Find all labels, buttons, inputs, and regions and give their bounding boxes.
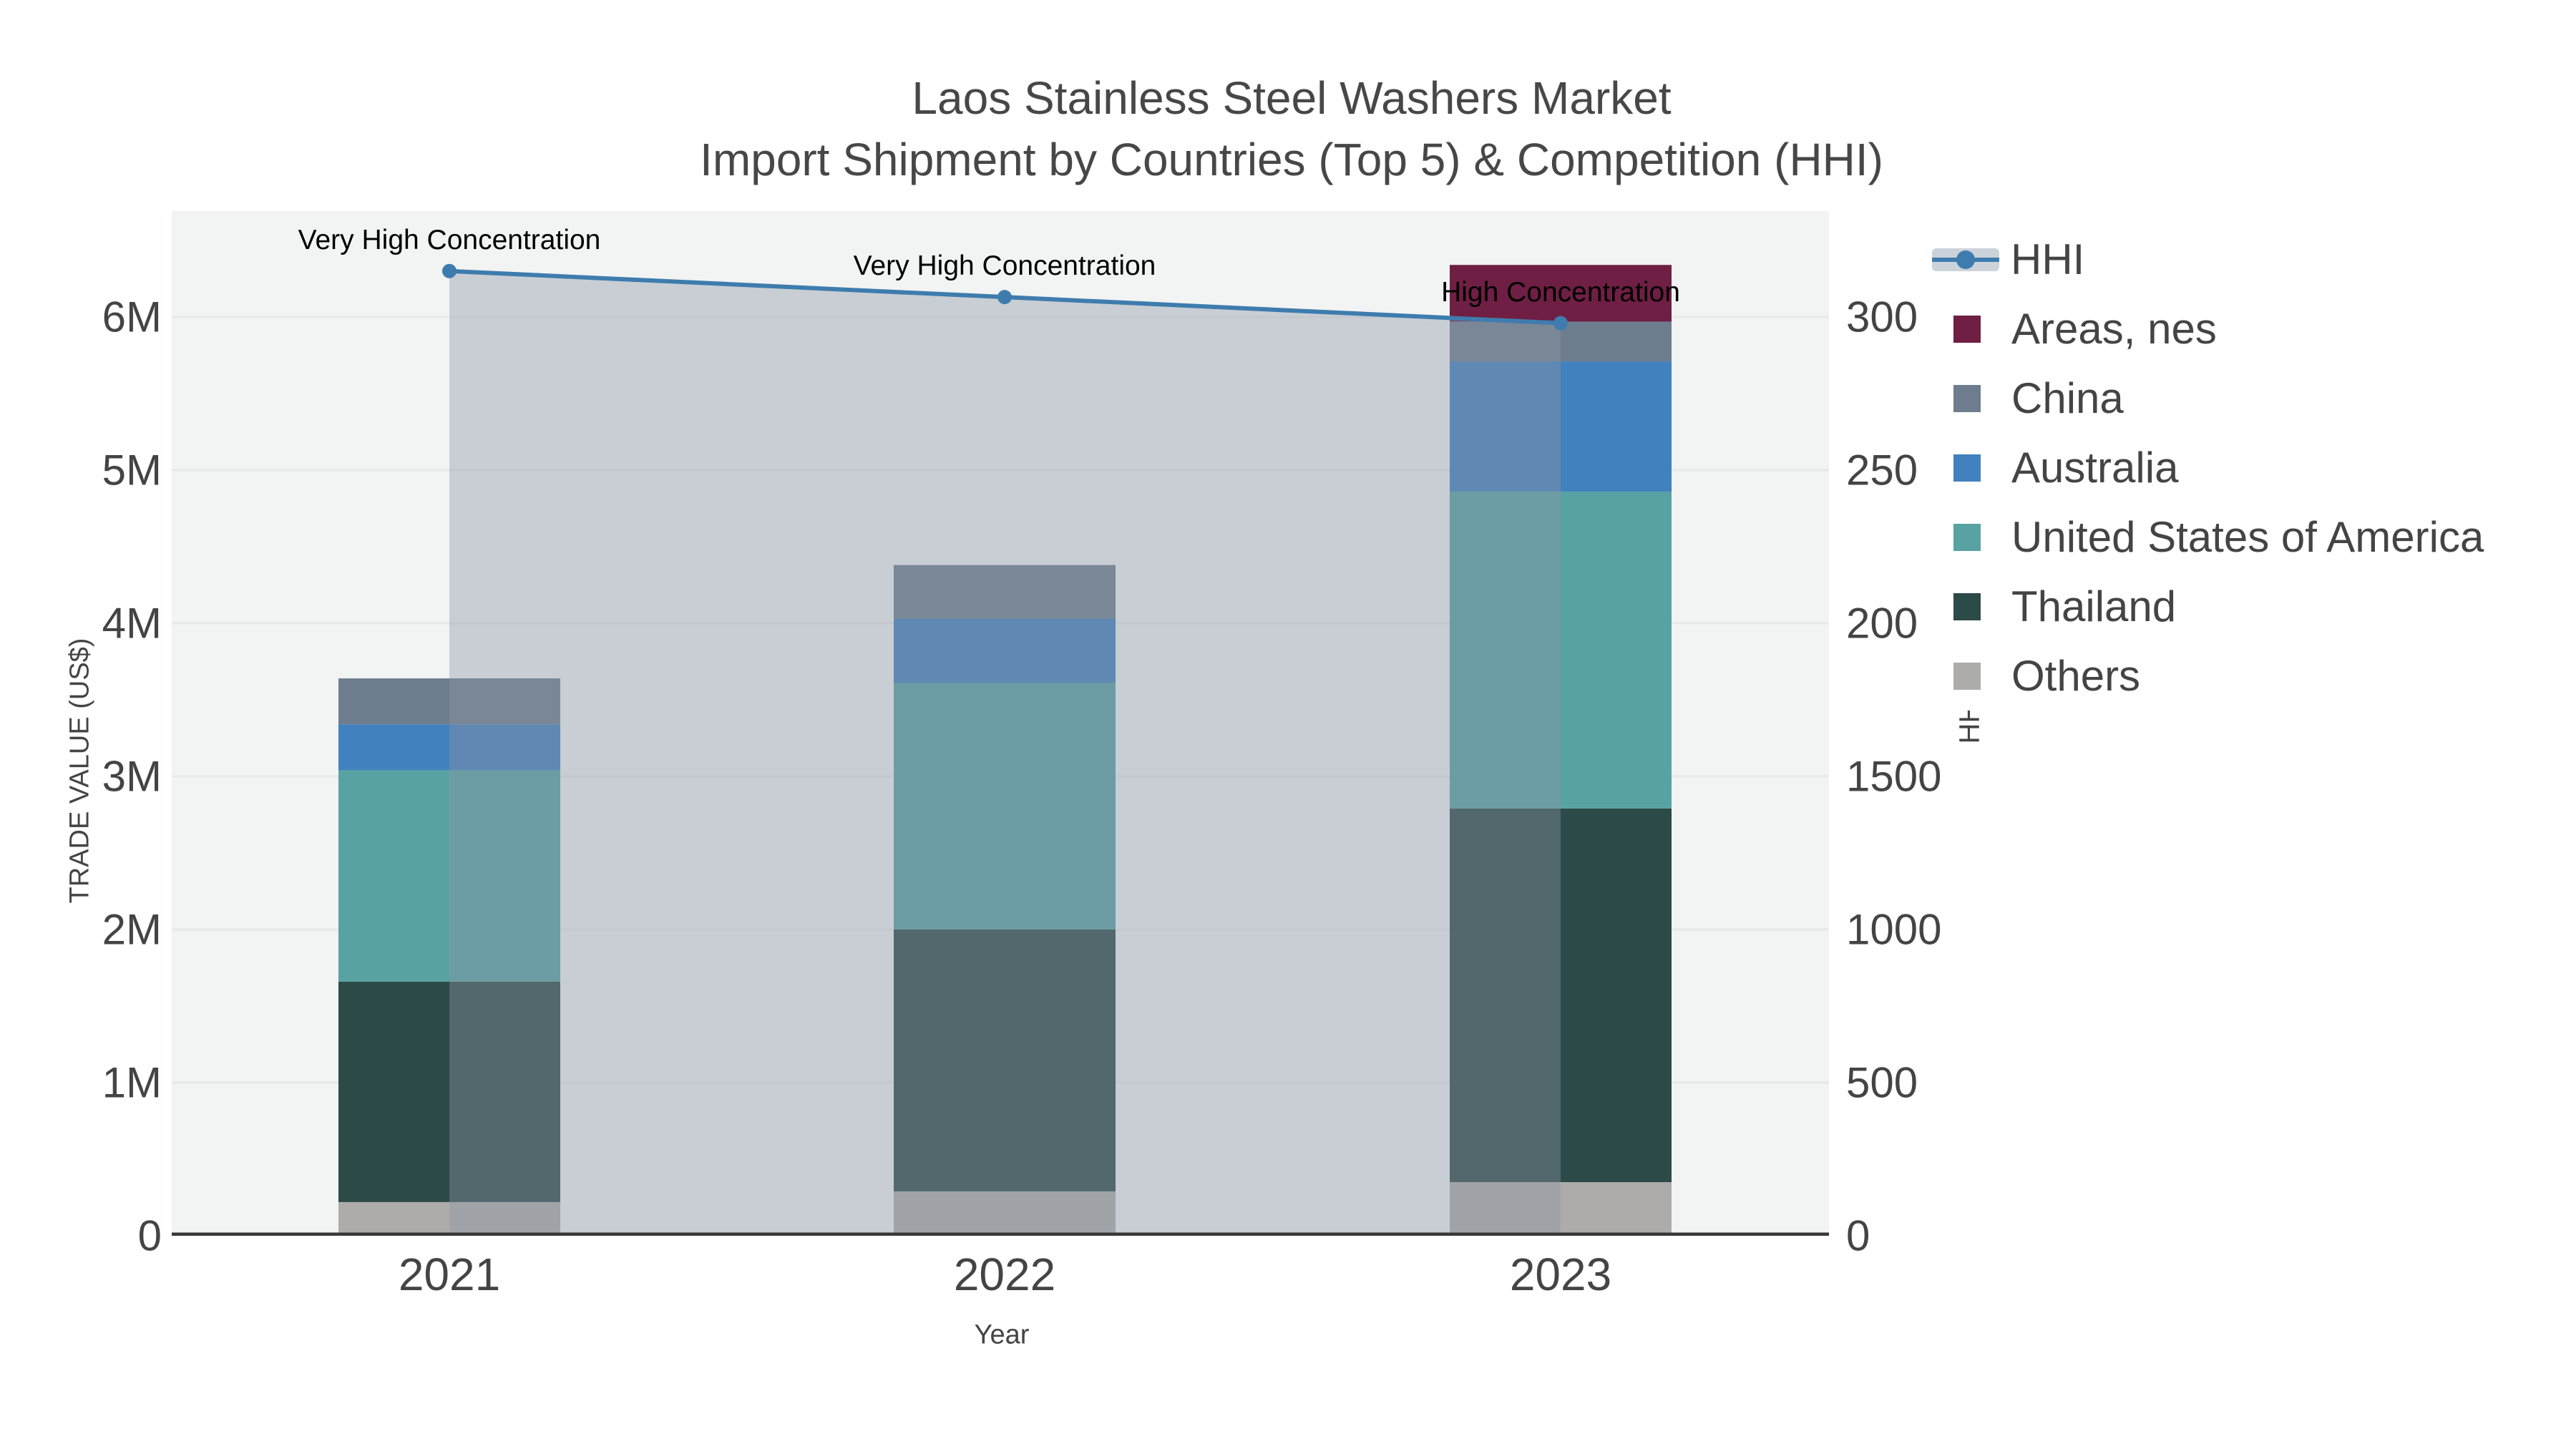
legend-label: Others [2011,652,2141,700]
annotation-2022: Very High Concentration [853,250,1156,282]
legend-item-hhi[interactable]: HHI [1931,225,2484,294]
bar-segment-2022-united-states-of-america[interactable] [894,683,1116,930]
legend-swatch-areas-nes [1953,315,1981,343]
legend-label: China [2011,374,2124,422]
bar-segment-2023-australia[interactable] [1450,361,1672,492]
legend-item-areas-nes[interactable]: Areas, nes [1931,294,2484,364]
bar-segment-2022-others[interactable] [894,1191,1116,1236]
bar-segment-2023-united-states-of-america[interactable] [1450,491,1672,809]
bar-segment-2023-others[interactable] [1450,1182,1672,1236]
hhi-area-fill [449,270,1561,1236]
x-tick-2021: 2021 [398,1249,501,1300]
legend-item-others[interactable]: Others [1931,641,2484,711]
bar-segment-2022-china[interactable] [894,565,1116,619]
left-tick-4M: 4M [102,599,162,648]
legend-item-thailand[interactable]: Thailand [1931,572,2484,641]
bar-segment-2023-thailand[interactable] [1450,808,1672,1183]
x-axis-title: Year [974,1319,1030,1350]
right-tick-0: 0 [1846,1211,1870,1260]
bar-segment-2021-thailand[interactable] [338,981,560,1202]
hhi-marker-2023[interactable] [1553,316,1568,331]
legend-item-united-states-of-america[interactable]: United States of America [1931,502,2484,572]
legend: HHI Areas, nes China Australia United States… [1931,225,2484,711]
legend-item-china[interactable]: China [1931,364,2484,433]
bar-segment-2022-australia[interactable] [894,618,1116,683]
annotation-2023: High Concentration [1441,276,1680,308]
left-axis-title: TRADE VALUE (US$) [64,638,95,904]
legend-label: Australia [2011,444,2179,492]
hhi-marker-2021[interactable] [442,263,457,278]
bar-segment-2021-australia[interactable] [338,724,560,771]
legend-swatch-united-states-of-america [1953,523,1981,551]
bar-segment-2021-united-states-of-america[interactable] [338,770,560,982]
right-tick-300: 300 [1846,293,1918,341]
chart-title-line1: Laos Stainless Steel Washers Market [912,72,1672,124]
legend-swatch-australia [1953,454,1981,482]
right-tick-200: 200 [1846,599,1918,648]
left-tick-0: 0 [137,1211,162,1260]
legend-label: HHI [2011,235,2085,283]
legend-swatch-china [1953,384,1981,412]
hhi-legend-marker-dot [1956,250,1975,269]
bar-segment-2022-thailand[interactable] [894,930,1116,1191]
bar-segment-2023-areas-nes[interactable] [1450,265,1672,322]
right-tick-1000: 1000 [1846,905,1942,954]
legend-swatch-thailand [1953,592,1981,620]
legend-label: United States of America [2011,513,2484,561]
legend-swatch-others [1953,662,1981,690]
right-tick-1500: 1500 [1846,752,1942,801]
hhi-legend-line-icon [1932,245,1999,274]
legend-label: Thailand [2011,582,2177,630]
hhi-marker-2022[interactable] [997,290,1012,305]
left-tick-6M: 6M [102,293,162,341]
plot-canvas [172,263,1829,1236]
left-tick-3M: 3M [102,752,162,801]
legend-item-australia[interactable]: Australia [1931,433,2484,502]
right-tick-500: 500 [1846,1058,1918,1107]
chart-title-line2: Import Shipment by Countries (Top 5) & C… [700,134,1883,185]
bar-segment-2021-others[interactable] [338,1201,560,1236]
legend-label: Areas, nes [2011,305,2217,353]
left-tick-2M: 2M [102,905,162,954]
x-tick-2023: 2023 [1509,1249,1612,1300]
left-tick-5M: 5M [102,446,162,494]
right-tick-250: 250 [1846,446,1918,494]
x-tick-2022: 2022 [953,1249,1056,1300]
bar-segment-2021-china[interactable] [338,678,560,725]
annotation-2021: Very High Concentration [298,224,601,255]
left-tick-1M: 1M [102,1058,162,1107]
